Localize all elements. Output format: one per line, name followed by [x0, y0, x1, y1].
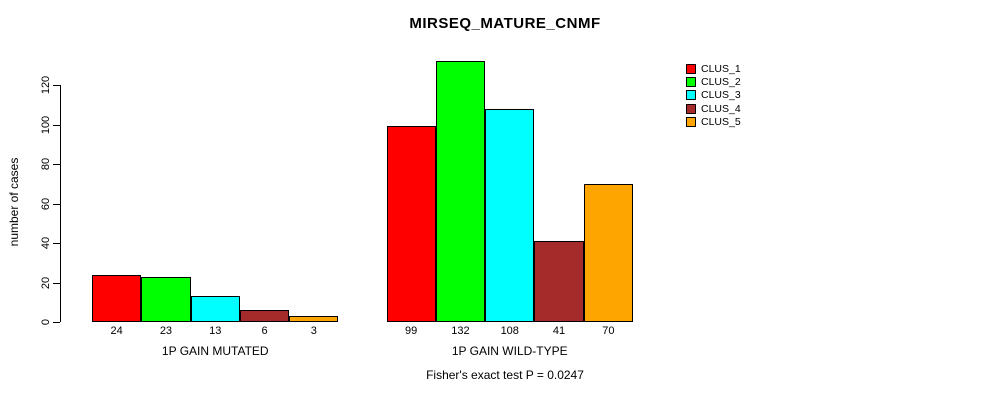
- bar-value-label: 99: [405, 325, 418, 337]
- legend-swatch-clus_4: [686, 103, 696, 114]
- legend-item-clus_2: CLUS_2: [686, 75, 741, 88]
- bar-value-label: 3: [310, 325, 317, 337]
- y-axis-title: number of cases: [7, 157, 21, 247]
- legend-item-clus_3: CLUS_3: [686, 89, 741, 102]
- bar-clus_4-group2: [534, 241, 584, 322]
- group-label-2: 1P GAIN WILD-TYPE: [451, 344, 568, 358]
- y-axis-line: [59, 85, 61, 322]
- y-axis-tick-label: 80: [40, 157, 52, 171]
- bar-clus_5-group2: [583, 183, 633, 322]
- y-axis-tick-label: 120: [40, 75, 52, 95]
- bar-clus_2-group1: [141, 276, 191, 322]
- y-axis-tick-label: 60: [40, 197, 52, 210]
- bar-clus_1-group2: [386, 126, 436, 322]
- y-axis-tick: [52, 282, 60, 284]
- legend-label: CLUS_1: [701, 62, 741, 75]
- chart-title: MIRSEQ_MATURE_CNMF: [409, 15, 601, 32]
- legend-swatch-clus_2: [686, 77, 696, 88]
- legend-item-clus_1: CLUS_1: [686, 62, 741, 75]
- legend-swatch-clus_1: [686, 63, 696, 74]
- bar-clus_4-group1: [239, 310, 290, 322]
- bar-value-label: 6: [261, 325, 268, 337]
- bar-clus_1-group1: [92, 274, 142, 322]
- bar-value-label: 132: [451, 325, 470, 337]
- group-label-1: 1P GAIN MUTATED: [161, 344, 269, 358]
- legend: CLUS_1 CLUS_2 CLUS_3 CLUS_4 CLUS_5: [686, 62, 741, 129]
- legend-label: CLUS_4: [701, 102, 741, 115]
- legend-swatch-clus_3: [686, 90, 696, 101]
- y-axis-tick-label: 100: [40, 115, 52, 134]
- legend-item-clus_5: CLUS_5: [686, 116, 741, 129]
- legend-label: CLUS_5: [701, 116, 741, 129]
- bar-clus_3-group1: [190, 296, 240, 322]
- y-axis-tick: [52, 322, 60, 323]
- fisher-test-annotation: Fisher's exact test P = 0.0247: [426, 368, 584, 382]
- bar-clus_2-group2: [435, 61, 486, 322]
- y-axis-tick: [52, 124, 60, 126]
- legend-label: CLUS_2: [701, 76, 741, 89]
- bar-value-label: 24: [110, 325, 123, 337]
- y-axis-tick: [52, 85, 60, 86]
- bar-clus_3-group2: [485, 108, 535, 322]
- bar-value-label: 108: [500, 325, 519, 337]
- y-axis-tick: [52, 203, 60, 205]
- bar-value-label: 41: [552, 325, 566, 337]
- legend-swatch-clus_5: [686, 117, 696, 128]
- bar-value-label: 13: [209, 325, 222, 337]
- y-axis-tick-label: 20: [40, 276, 52, 289]
- y-axis-tick: [52, 243, 60, 244]
- y-axis-tick: [52, 164, 60, 165]
- bar-value-label: 70: [602, 325, 615, 337]
- legend-item-clus_4: CLUS_4: [686, 102, 741, 115]
- bar-value-label: 23: [159, 325, 173, 337]
- bar-clus_5-group1: [289, 316, 339, 322]
- y-axis-tick-label: 0: [40, 318, 52, 326]
- legend-label: CLUS_3: [701, 89, 741, 102]
- y-axis-tick-label: 40: [40, 236, 52, 250]
